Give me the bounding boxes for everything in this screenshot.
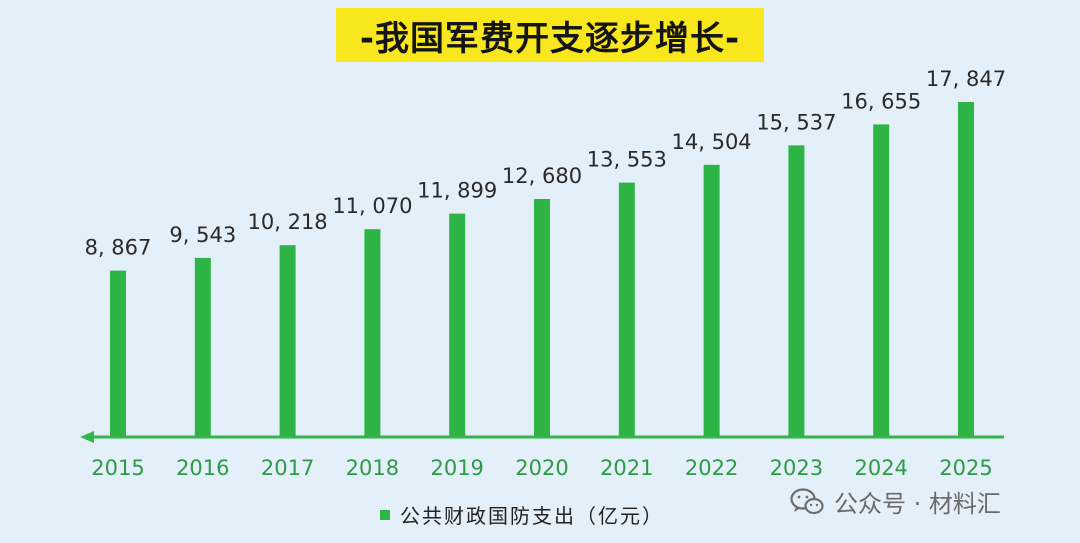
x-tick-label-2022: 2022 bbox=[685, 456, 738, 480]
bar-2024 bbox=[873, 124, 890, 438]
x-axis-arrow bbox=[80, 431, 94, 443]
wechat-icon bbox=[790, 487, 824, 514]
value-label-2019: 11, 899 bbox=[417, 179, 497, 203]
value-label-2025: 17, 847 bbox=[926, 67, 1006, 91]
bar-2016 bbox=[194, 257, 211, 437]
x-tick-label-2023: 2023 bbox=[770, 456, 823, 480]
chart-title: -我国军费开支逐步增长- bbox=[359, 18, 741, 59]
bar-2018 bbox=[364, 229, 381, 437]
x-tick-label-2025: 2025 bbox=[939, 456, 992, 480]
bars-layer bbox=[110, 102, 974, 438]
value-label-2021: 13, 553 bbox=[587, 148, 667, 172]
bar-2022 bbox=[703, 164, 720, 438]
value-label-2024: 16, 655 bbox=[841, 89, 921, 113]
bar-2025 bbox=[958, 102, 974, 437]
tick-labels-layer: 2015 2016 2017 2018 2019 2020 2021 2022 2023 2024… bbox=[91, 456, 992, 480]
value-label-2017: 10, 218 bbox=[248, 210, 328, 234]
x-tick-label-2024: 2024 bbox=[854, 456, 907, 480]
title-banner: -我国军费开支逐步增长- bbox=[336, 8, 764, 62]
x-tick-label-2015: 2015 bbox=[91, 456, 144, 480]
x-tick-label-2020: 2020 bbox=[515, 456, 568, 480]
legend: 公共财政国防支出（亿元） bbox=[380, 500, 664, 529]
value-label-2018: 11, 070 bbox=[332, 194, 412, 218]
value-label-2022: 14, 504 bbox=[672, 130, 752, 154]
legend-swatch bbox=[380, 509, 390, 520]
bar-2015 bbox=[110, 270, 126, 437]
bar-2019 bbox=[449, 213, 466, 437]
x-tick-label-2021: 2021 bbox=[600, 456, 653, 480]
legend-label: 公共财政国防支出（亿元） bbox=[400, 504, 664, 528]
x-tick-label-2019: 2019 bbox=[430, 456, 483, 480]
x-tick-label-2016: 2016 bbox=[176, 456, 229, 480]
bar-2021 bbox=[618, 182, 635, 437]
value-label-2016: 9, 543 bbox=[169, 223, 236, 247]
value-label-2023: 15, 537 bbox=[756, 110, 836, 134]
bar-2023 bbox=[788, 145, 805, 437]
x-tick-label-2018: 2018 bbox=[346, 456, 399, 480]
value-label-2020: 12, 680 bbox=[502, 164, 582, 188]
watermark: 公众号 · 材料汇 bbox=[790, 484, 1001, 519]
value-label-2015: 8, 867 bbox=[85, 236, 152, 260]
bar-2017 bbox=[279, 245, 296, 437]
bar-2020 bbox=[534, 199, 550, 437]
watermark-text: 公众号 · 材料汇 bbox=[834, 490, 1001, 518]
x-tick-label-2017: 2017 bbox=[261, 456, 314, 480]
